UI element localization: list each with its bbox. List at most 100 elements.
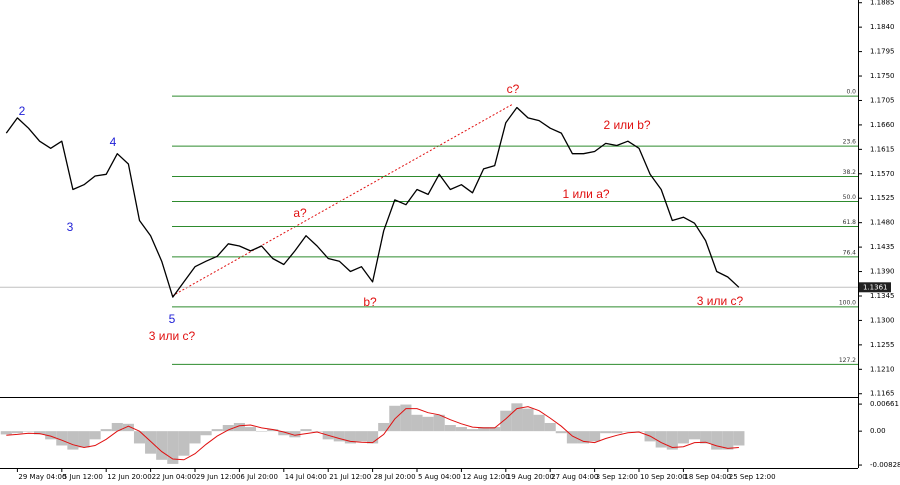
histogram-bar	[522, 408, 534, 432]
x-tick-label: 27 Aug 04:00	[551, 473, 598, 481]
y-tick-label: -0.00828	[870, 461, 900, 469]
x-tick-label: 3 Sep 12:00	[596, 473, 638, 481]
histogram-bar	[256, 431, 268, 432]
wave-label: 3	[67, 220, 74, 234]
y-tick-label: 1.1615	[870, 145, 895, 153]
histogram-bar	[145, 431, 157, 454]
histogram-bar	[688, 431, 701, 440]
x-tick-label: 12 Aug 12:00	[462, 473, 509, 481]
histogram-bar	[78, 431, 90, 448]
histogram-bar	[244, 427, 257, 432]
histogram-bar	[122, 423, 134, 432]
x-tick-label: 28 Jul 20:00	[374, 473, 416, 481]
fib-level-label: 23.6	[843, 139, 857, 146]
y-tick-label: 1.1705	[870, 96, 895, 104]
y-tick-label: 1.1255	[870, 341, 895, 349]
fib-level-label: 61.8	[843, 219, 857, 226]
fib-level-label: 127.2	[839, 357, 856, 364]
histogram-bar	[56, 431, 68, 446]
histogram-bar	[189, 431, 201, 444]
histogram-bar	[100, 429, 112, 432]
wave-label: 2 или b?	[603, 118, 650, 132]
histogram-bar	[511, 403, 523, 432]
histogram-bar	[178, 431, 190, 456]
histogram-bar	[89, 431, 101, 440]
histogram-bar	[267, 429, 279, 432]
histogram-bar	[156, 431, 168, 460]
histogram-bar	[200, 431, 212, 436]
histogram-bar	[133, 431, 146, 444]
y-tick-label: 1.1750	[870, 72, 895, 80]
histogram-bar	[400, 404, 412, 432]
histogram-bar	[289, 431, 301, 438]
histogram-bar	[411, 414, 423, 432]
histogram-bar	[22, 431, 35, 432]
histogram-bar	[111, 422, 123, 432]
histogram-bar	[433, 414, 445, 432]
x-tick-label: 29 May 04:00	[18, 473, 66, 481]
histogram-bar	[311, 431, 323, 432]
histogram-bar	[555, 431, 567, 434]
x-tick-label: 12 Jun 20:00	[107, 473, 151, 481]
wave-label: 3 или с?	[149, 329, 196, 343]
histogram-bar	[655, 431, 667, 448]
x-tick-label: 18 Sep 04:00	[684, 473, 731, 481]
fib-level-label: 100.0	[839, 299, 856, 306]
x-tick-label: 29 Jun 12:00	[196, 473, 240, 481]
last-price-box	[859, 282, 891, 293]
histogram-bar	[211, 429, 223, 432]
histogram-bar	[600, 431, 612, 434]
histogram-bar	[367, 431, 379, 444]
histogram-bar	[677, 431, 689, 444]
x-tick-label: 21 Jul 12:00	[329, 473, 371, 481]
histogram-bar	[611, 431, 623, 434]
y-tick-label: 1.1210	[870, 365, 895, 373]
y-tick-label: 1.1435	[870, 243, 895, 251]
histogram-bar	[300, 429, 312, 432]
histogram-bar	[500, 410, 512, 432]
last-price-label: 1.1361	[863, 283, 888, 291]
histogram-bar	[422, 416, 434, 432]
y-tick-label: 1.1300	[870, 316, 895, 324]
wave-label: c?	[507, 82, 520, 96]
y-tick-label: 0.00661	[870, 400, 899, 408]
x-tick-label: 5 Jun 12:00	[63, 473, 103, 481]
wave-label: a?	[293, 206, 307, 220]
histogram-bar	[444, 425, 456, 432]
y-tick-label: 1.1570	[870, 170, 895, 178]
wave-label: 2	[19, 104, 26, 118]
fib-level-label: 50.0	[843, 194, 857, 201]
histogram-bar	[466, 429, 479, 432]
histogram-bar	[455, 427, 467, 432]
y-tick-label: 1.1345	[870, 292, 895, 300]
wave-label: 5	[169, 312, 176, 326]
histogram-bar	[34, 431, 46, 435]
fib-level-label: 0.0	[846, 89, 856, 96]
histogram-bar	[733, 431, 745, 446]
wave-label: 1 или a?	[562, 187, 609, 201]
signal-line	[6, 406, 739, 461]
wave-label: 3 или с?	[697, 294, 744, 308]
histogram-bar	[278, 431, 290, 436]
fib-level-label: 76.4	[843, 249, 857, 256]
y-tick-label: 1.1480	[870, 219, 895, 227]
histogram-bar	[67, 431, 79, 450]
histogram-bar	[533, 414, 545, 432]
histogram-bar	[666, 431, 678, 450]
histogram-bar	[344, 431, 356, 444]
y-tick-label: 1.1660	[870, 121, 895, 129]
annotations: 2 3 4 5 3 или с? a? b? c? 2 или b? 1 или a? 3 или …	[19, 82, 744, 343]
x-tick-label: 10 Sep 20:00	[640, 473, 687, 481]
y-tick-label: 0.00	[870, 427, 886, 435]
histogram-bar	[722, 431, 734, 450]
histogram-bar	[167, 431, 179, 464]
histogram-bar	[622, 431, 634, 432]
fib-level-label: 38.2	[843, 169, 857, 176]
histogram-bar	[577, 431, 590, 444]
y-tick-label: 1.1390	[870, 268, 895, 276]
histogram-bar	[711, 431, 723, 450]
x-tick-label: 25 Sep 12:00	[729, 473, 776, 481]
histogram-bar	[700, 431, 712, 444]
